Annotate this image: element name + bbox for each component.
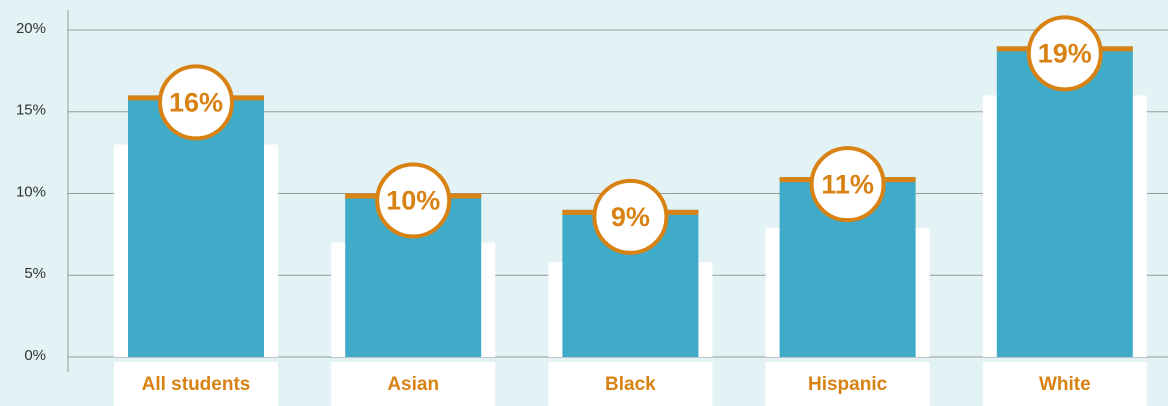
- y-tick-label: 15%: [16, 102, 46, 119]
- x-tick-label: Hispanic: [808, 374, 888, 395]
- value-label: 19%: [1038, 38, 1092, 68]
- value-label: 9%: [611, 202, 650, 232]
- category-box: [548, 362, 713, 406]
- category-box: [982, 362, 1147, 406]
- category-box: [331, 362, 496, 406]
- y-tick-label: 5%: [24, 265, 46, 282]
- category-box: [114, 362, 278, 406]
- value-badge: [375, 162, 452, 239]
- value-badge: [1026, 15, 1103, 92]
- x-tick-label: All students: [142, 374, 251, 395]
- value-badge: [592, 178, 669, 255]
- y-tick-label: 10%: [16, 183, 46, 200]
- x-tick-label: Asian: [387, 374, 439, 395]
- value-label: 11%: [821, 169, 874, 199]
- x-tick-label: White: [1039, 374, 1091, 395]
- value-badge: [809, 146, 886, 223]
- category-box: [765, 362, 930, 406]
- bar: [996, 46, 1133, 357]
- value-badge: [158, 64, 234, 141]
- value-label: 10%: [386, 186, 440, 216]
- value-label: 16%: [169, 88, 223, 118]
- y-tick-label: 20%: [16, 20, 46, 37]
- x-tick-label: Black: [605, 374, 656, 395]
- y-tick-label: 0%: [24, 347, 46, 364]
